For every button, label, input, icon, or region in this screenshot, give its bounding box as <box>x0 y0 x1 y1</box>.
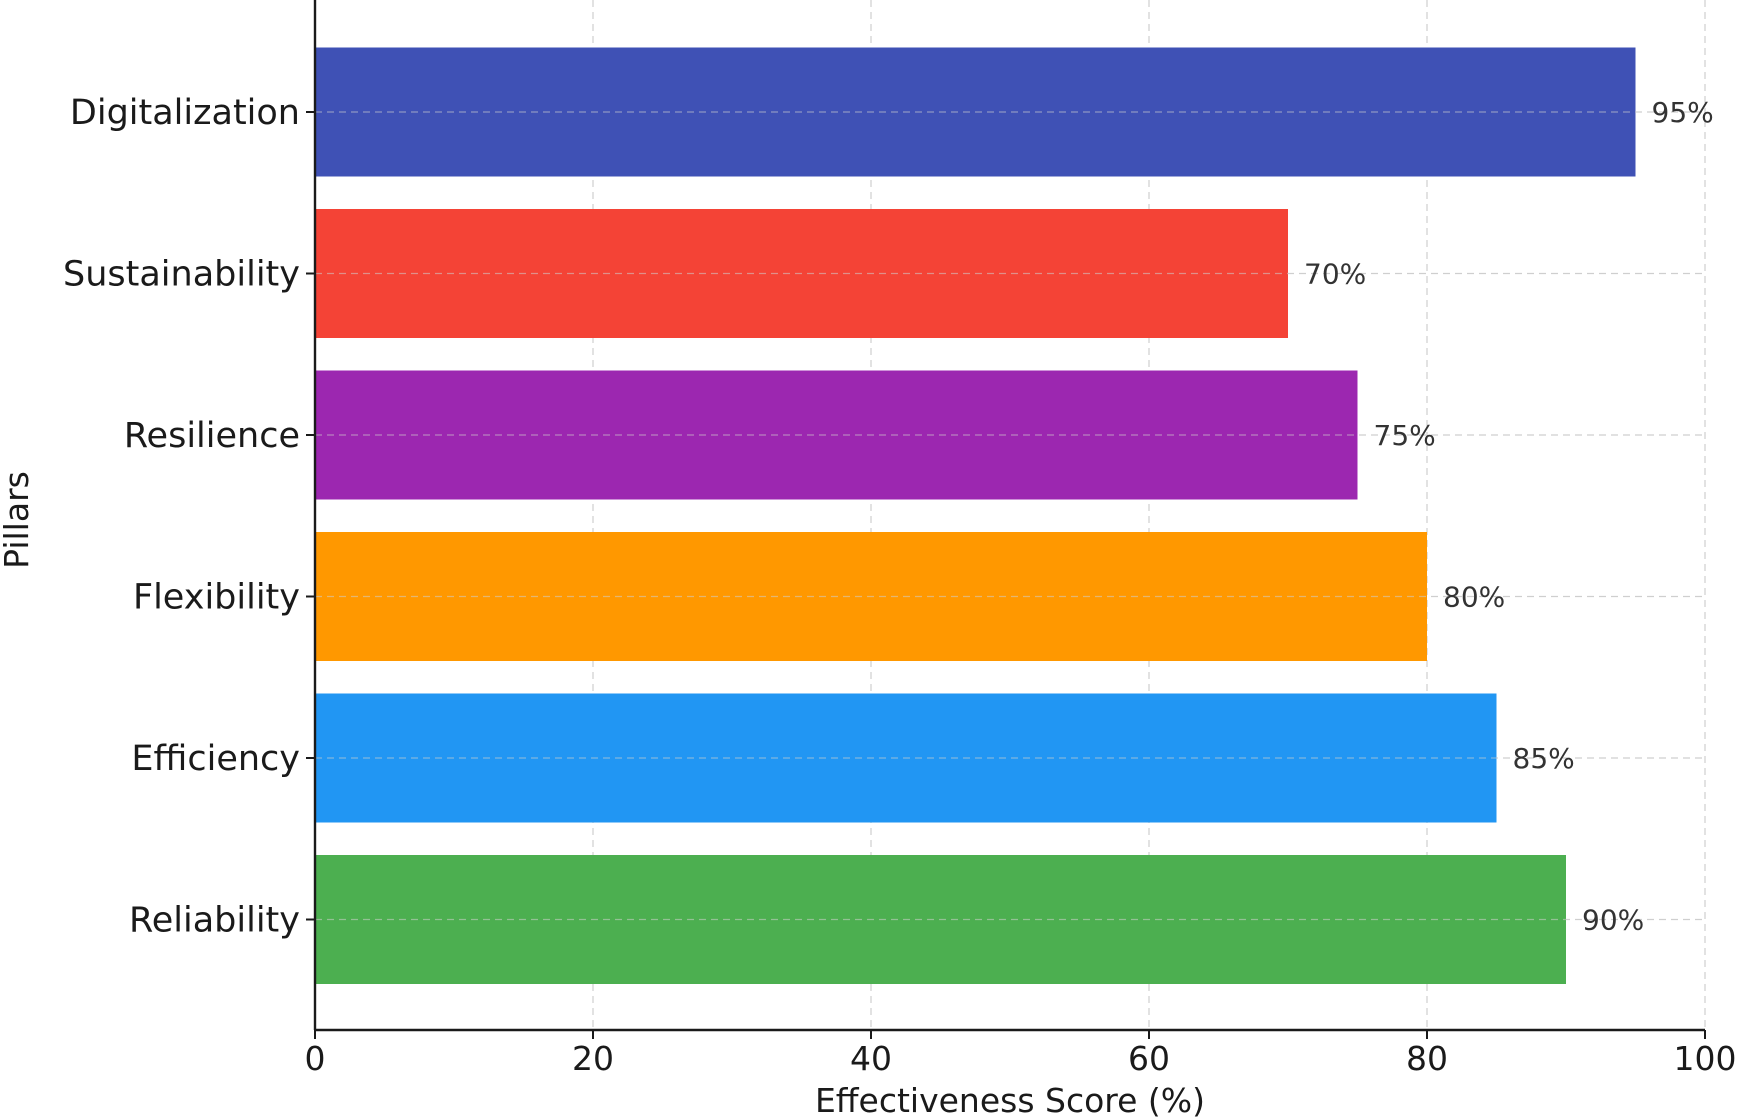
value-label-sustainability: 70% <box>1304 258 1366 291</box>
axis-layer <box>306 0 1706 1039</box>
x-tick-label: 40 <box>850 1039 892 1078</box>
category-label-digitalization: Digitalization <box>70 93 300 133</box>
y-axis-title: Pillars <box>0 471 36 569</box>
x-tick-label: 60 <box>1128 1039 1170 1078</box>
value-label-resilience: 75% <box>1374 419 1436 452</box>
label-layer: 95% Digitalization 70% Sustainability 75% Res… <box>63 93 1737 1078</box>
value-label-digitalization: 95% <box>1652 96 1714 129</box>
x-axis-title: Effectiveness Score (%) <box>815 1081 1205 1119</box>
x-tick-label: 20 <box>572 1039 614 1078</box>
category-label-reliability: Reliability <box>129 901 300 941</box>
x-tick-label: 0 <box>305 1039 326 1078</box>
bar-layer <box>315 47 1636 984</box>
category-label-sustainability: Sustainability <box>63 255 300 295</box>
x-tick-label: 80 <box>1406 1039 1448 1078</box>
value-label-reliability: 90% <box>1582 904 1644 937</box>
category-label-flexibility: Flexibility <box>133 578 300 618</box>
value-label-flexibility: 80% <box>1443 581 1505 614</box>
category-label-resilience: Resilience <box>124 416 300 456</box>
x-tick-label: 100 <box>1674 1039 1737 1078</box>
category-label-efficiency: Efficiency <box>131 739 300 779</box>
value-label-efficiency: 85% <box>1513 742 1575 775</box>
